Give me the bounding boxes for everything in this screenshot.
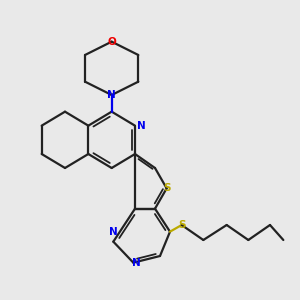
- Text: N: N: [132, 258, 141, 268]
- Text: N: N: [109, 227, 118, 237]
- Text: S: S: [178, 220, 185, 230]
- Text: N: N: [107, 90, 116, 100]
- Text: S: S: [163, 183, 170, 193]
- Text: O: O: [107, 37, 116, 47]
- Text: N: N: [137, 121, 146, 131]
